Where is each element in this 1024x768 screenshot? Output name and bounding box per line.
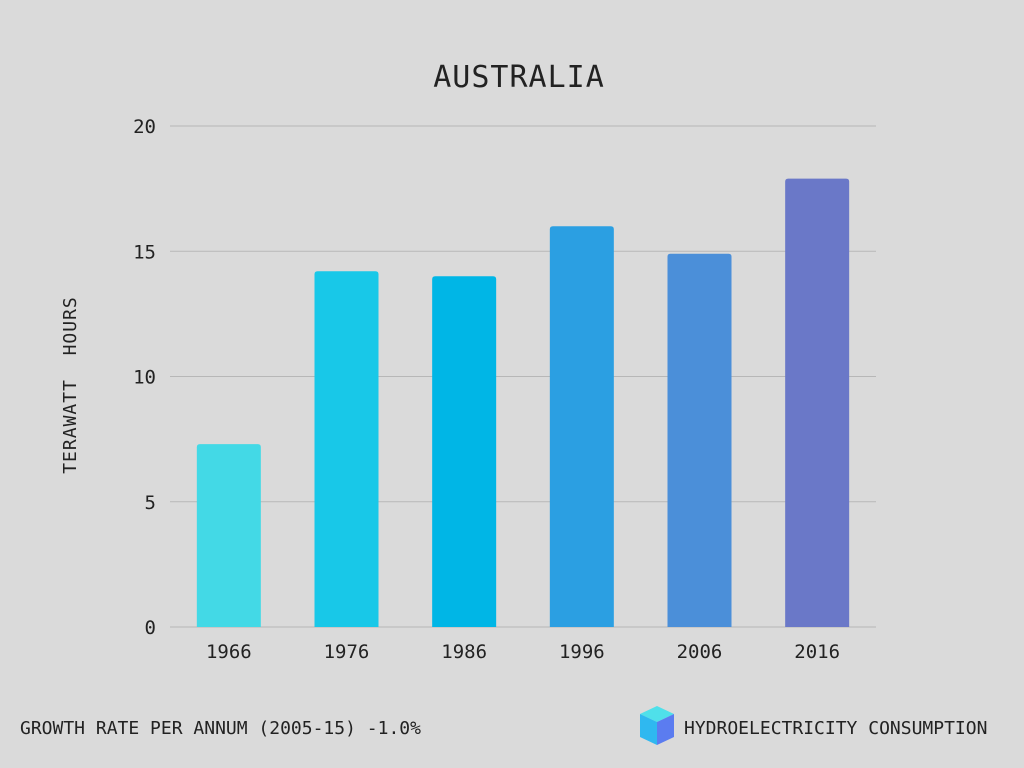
y-tick-label: 5 (145, 492, 156, 514)
bar (432, 276, 497, 627)
bar (314, 271, 379, 627)
x-axis-ticks: 1966 1976 1986 1996 2006 2016 (206, 641, 840, 663)
bar (549, 226, 614, 627)
x-tick-label: 1976 (324, 641, 370, 663)
bars (196, 178, 850, 628)
x-tick-label: 1986 (441, 641, 487, 663)
bar (667, 253, 732, 627)
bar (785, 178, 850, 628)
y-axis-label: TERAWATT HOURS (60, 296, 81, 474)
cube-icon (640, 706, 674, 745)
x-tick-label: 1966 (206, 641, 252, 663)
x-tick-label: 2016 (794, 641, 840, 663)
brand-label: HYDROELECTRICITY CONSUMPTION (684, 718, 987, 739)
bar (196, 444, 261, 627)
chart-title: AUSTRALIA (433, 60, 605, 95)
y-tick-label: 20 (133, 116, 156, 138)
y-tick-label: 15 (133, 241, 156, 263)
x-tick-label: 1996 (559, 641, 605, 663)
growth-rate-text: GROWTH RATE PER ANNUM (2005-15) -1.0% (20, 718, 421, 739)
y-tick-label: 0 (145, 617, 156, 639)
gridlines (170, 125, 876, 628)
y-tick-label: 10 (133, 367, 156, 389)
y-axis-ticks: 0 5 10 15 20 (133, 116, 156, 639)
cube-right-face (657, 714, 674, 745)
cube-left-face (640, 714, 657, 745)
x-tick-label: 2006 (677, 641, 723, 663)
